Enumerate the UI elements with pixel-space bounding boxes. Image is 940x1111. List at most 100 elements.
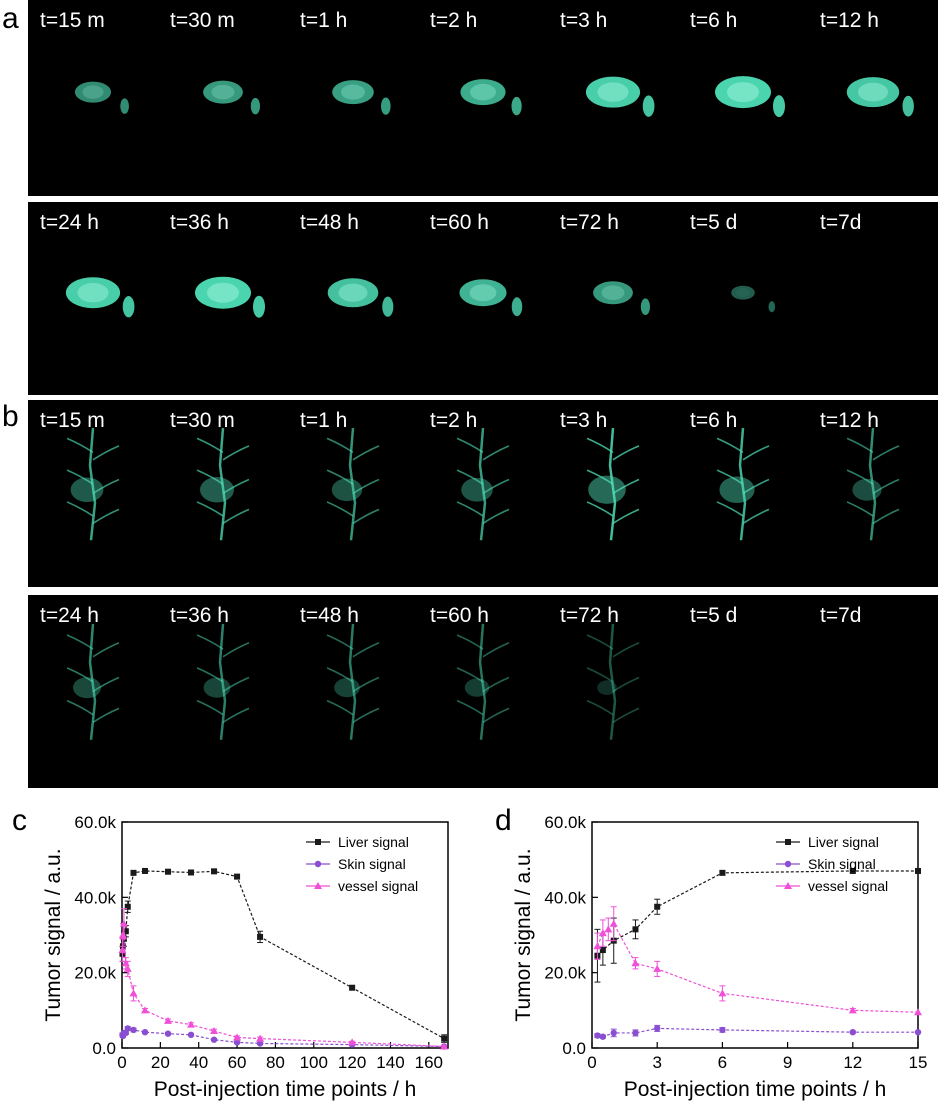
- time-label: t=24 h: [40, 211, 99, 234]
- y-tick-label: 20.0k: [74, 964, 116, 983]
- data-point: [599, 1033, 607, 1040]
- legend-marker: [784, 860, 792, 868]
- x-tick-label: 160: [415, 1053, 443, 1072]
- fluorescence-image: [326, 427, 380, 541]
- image-frame: t=24 h: [28, 202, 158, 395]
- data-point: [165, 868, 172, 875]
- image-frame: t=15 m: [28, 0, 158, 196]
- data-point: [233, 1039, 241, 1046]
- data-point: [610, 1029, 617, 1037]
- time-label: t=3 h: [560, 9, 608, 32]
- data-point: [188, 869, 195, 876]
- legend-marker: [314, 860, 322, 868]
- y-axis-label: Tumor signal / a.u.: [512, 848, 535, 1021]
- fluorescence-image: [585, 76, 655, 117]
- data-point: [210, 1036, 218, 1043]
- image-frame: t=2 h: [418, 400, 548, 587]
- data-point: [130, 1026, 137, 1034]
- x-axis-label: Post-injection time points / h: [154, 1078, 417, 1101]
- data-point: [211, 868, 218, 875]
- fluorescence-image: [731, 285, 776, 313]
- y-tick-label: 0.0: [92, 1039, 116, 1058]
- data-point: [164, 1030, 172, 1037]
- image-frame: t=24 h: [28, 595, 158, 788]
- data-point: [130, 869, 137, 876]
- y-tick-label: 60.0k: [74, 813, 116, 832]
- fluorescence-image: [846, 77, 914, 117]
- fluorescence-image: [327, 278, 394, 317]
- data-point: [124, 903, 131, 910]
- image-frame: t=1 h: [288, 400, 418, 587]
- data-point: [632, 1029, 639, 1037]
- data-point: [121, 959, 130, 967]
- data-point: [915, 867, 921, 874]
- x-axis-label: Post-injection time points / h: [624, 1078, 887, 1101]
- data-point: [848, 1006, 857, 1014]
- series-line: [121, 923, 445, 1048]
- y-tick-label: 0.0: [562, 1039, 586, 1058]
- data-point: [122, 928, 129, 935]
- image-frame: t=7d: [808, 202, 938, 395]
- data-point: [440, 1042, 449, 1050]
- fluorescence-image: [66, 623, 120, 740]
- fluorescence-image: [593, 281, 651, 316]
- time-label: t=15 m: [40, 409, 105, 432]
- data-point: [914, 1028, 922, 1036]
- x-tick-label: 3: [652, 1053, 661, 1072]
- x-tick-label: 9: [783, 1053, 792, 1072]
- legend-label: vessel signal: [338, 878, 418, 894]
- panel-a-row-1: t=15 m t=30 m t=1 h t=2 h t=3 h t=6 h t=12 h: [28, 0, 938, 196]
- x-tick-label: 12: [843, 1053, 862, 1072]
- fluorescence-image: [460, 79, 522, 116]
- fluorescence-image: [332, 80, 391, 115]
- fluorescence-image: [196, 623, 250, 740]
- fluorescence-image: [716, 427, 770, 541]
- panel-b-row-2: t=24 h t=36 h t=48 h t=60 h t=72 h t=5 d t=7d: [28, 595, 938, 788]
- data-point: [654, 1025, 661, 1032]
- data-point: [631, 959, 640, 967]
- data-point: [718, 989, 727, 997]
- panel-label-b: b: [2, 400, 19, 433]
- data-point: [164, 1016, 173, 1024]
- data-point: [256, 1040, 264, 1047]
- fluorescence-image: [66, 427, 120, 541]
- image-frame: t=1 h: [288, 0, 418, 196]
- data-point: [233, 1033, 242, 1041]
- time-label: t=72 h: [560, 211, 619, 234]
- panel-label-c: c: [12, 804, 27, 837]
- x-tick-label: 60: [228, 1053, 247, 1072]
- image-frame: t=48 h: [288, 595, 418, 788]
- x-tick-label: 140: [376, 1053, 404, 1072]
- y-tick-label: 60.0k: [544, 813, 586, 832]
- data-point: [719, 869, 726, 876]
- data-point: [187, 1020, 196, 1028]
- time-label: t=72 h: [560, 604, 619, 627]
- time-label: t=36 h: [170, 211, 229, 234]
- data-point: [604, 925, 613, 933]
- fluorescence-image: [203, 80, 261, 115]
- time-label: t=48 h: [300, 604, 359, 627]
- data-point: [719, 1026, 726, 1034]
- image-frame: t=15 m: [28, 400, 158, 587]
- time-label: t=1 h: [300, 9, 348, 32]
- legend-label: vessel signal: [808, 878, 888, 894]
- x-tick-label: 0: [117, 1053, 126, 1072]
- data-point: [142, 867, 149, 874]
- series-line: [121, 870, 445, 1040]
- data-point: [141, 1006, 150, 1014]
- time-label: t=6 h: [690, 9, 738, 32]
- data-point: [653, 964, 662, 972]
- y-tick-label: 40.0k: [74, 888, 116, 907]
- time-label: t=5 d: [690, 211, 738, 234]
- data-point: [609, 919, 618, 927]
- time-label: t=36 h: [170, 604, 229, 627]
- time-label: t=7d: [820, 211, 862, 234]
- data-point: [256, 1034, 265, 1042]
- series-line: [596, 922, 919, 1013]
- legend-label: Skin signal: [338, 856, 406, 872]
- series-line: [597, 1027, 918, 1038]
- data-point: [849, 1028, 856, 1036]
- y-axis-label: Tumor signal / a.u.: [42, 848, 65, 1021]
- data-point: [119, 919, 128, 927]
- image-frame: t=7d: [808, 595, 938, 788]
